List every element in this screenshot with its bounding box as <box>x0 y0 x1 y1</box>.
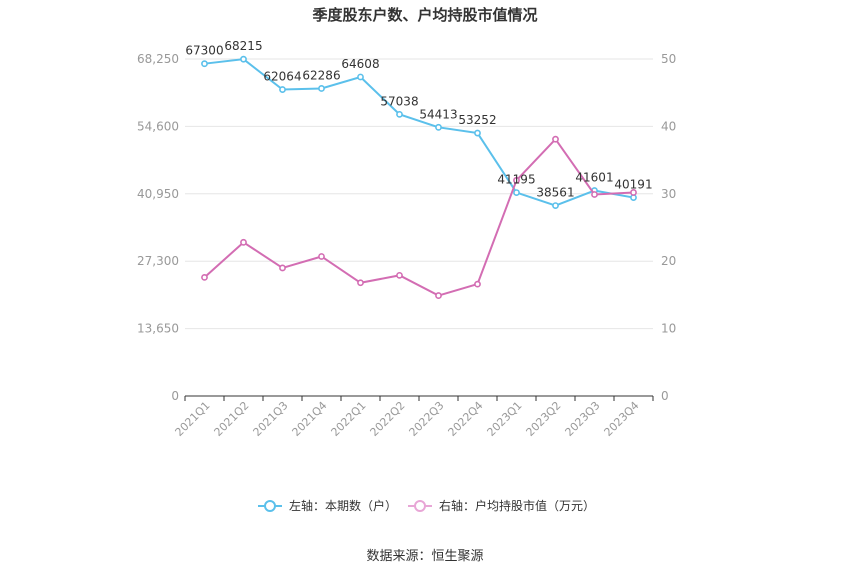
data-label: 62286 <box>302 68 340 82</box>
point-holders <box>474 129 481 137</box>
point-holders <box>513 189 520 196</box>
series-line-holders <box>204 58 634 207</box>
point-holders <box>357 73 364 81</box>
x-axis-ticks: 2021Q12021Q22021Q32021Q42022Q12022Q22022… <box>173 396 654 439</box>
point-avg-value <box>240 238 247 246</box>
x-tick-label: 2023Q2 <box>524 399 564 439</box>
point-avg-value <box>474 280 481 288</box>
point-avg-value <box>396 271 403 279</box>
point-holders <box>435 123 442 131</box>
x-tick-label: 2021Q3 <box>251 399 291 439</box>
right-tick-label: 40 <box>661 119 676 133</box>
data-source: 数据来源：恒生聚源 <box>366 549 483 564</box>
point-holders <box>279 86 286 93</box>
x-tick-label: 2022Q3 <box>407 399 447 439</box>
chart-title: 季度股东户数、户均持股市值情况 <box>312 6 537 24</box>
data-label: 54413 <box>419 107 457 121</box>
data-label: 41601 <box>575 171 613 185</box>
x-tick-label: 2023Q4 <box>602 399 642 439</box>
right-tick-label: 20 <box>661 254 676 268</box>
point-holders <box>240 55 247 63</box>
x-tick-label: 2022Q2 <box>368 399 408 439</box>
x-tick-label: 2021Q2 <box>212 399 252 439</box>
point-holders <box>396 110 403 118</box>
left-tick-label: 0 <box>171 389 179 403</box>
left-tick-label: 13,650 <box>137 322 179 336</box>
x-tick-label: 2023Q3 <box>563 399 603 439</box>
point-avg-value <box>201 273 208 281</box>
point-avg-value <box>552 135 559 143</box>
data-label: 68215 <box>224 39 262 53</box>
legend: 左轴：本期数（户） 右轴：户均持股市值（万元） <box>258 498 595 513</box>
x-tick-label: 2021Q4 <box>290 399 330 439</box>
series-line-avg-value <box>203 137 634 297</box>
data-label: 64608 <box>341 57 379 71</box>
left-tick-label: 54,600 <box>137 119 179 133</box>
point-avg-value <box>435 292 442 299</box>
data-label: 38561 <box>536 186 574 200</box>
point-avg-value <box>279 264 286 272</box>
right-axis-ticks: 0 10 20 30 40 50 <box>661 52 676 403</box>
grid-lines <box>185 58 653 330</box>
left-tick-label: 68,250 <box>137 52 179 66</box>
left-axis-ticks: 0 13,650 27,300 40,950 54,600 68,250 <box>137 52 179 403</box>
right-tick-label: 10 <box>661 322 676 336</box>
point-avg-value <box>591 191 598 198</box>
legend-label-left-series: 左轴：本期数（户） <box>289 498 397 513</box>
legend-item-left-series[interactable]: 左轴：本期数（户） <box>258 498 397 513</box>
point-avg-value <box>513 176 520 184</box>
x-tick-label: 2023Q1 <box>485 399 525 439</box>
point-holders <box>318 85 325 92</box>
left-tick-label: 27,300 <box>137 254 179 268</box>
data-label: 41195 <box>497 173 535 187</box>
data-label: 57038 <box>380 94 418 108</box>
legend-label-right-series: 右轴：户均持股市值（万元） <box>439 498 595 513</box>
right-tick-label: 0 <box>661 389 669 403</box>
data-label: 40191 <box>614 178 652 192</box>
data-label: 53252 <box>458 113 496 127</box>
series-layer <box>201 55 637 299</box>
point-holders <box>552 202 559 209</box>
right-tick-label: 50 <box>661 52 676 66</box>
x-tick-label: 2022Q1 <box>329 399 369 439</box>
point-holders <box>201 60 208 68</box>
x-tick-label: 2022Q4 <box>446 399 486 439</box>
point-avg-value <box>318 253 325 260</box>
x-tick-label: 2021Q1 <box>173 399 213 439</box>
right-tick-label: 30 <box>661 187 676 201</box>
legend-item-right-series[interactable]: 右轴：户均持股市值（万元） <box>408 498 595 513</box>
data-label: 62064 <box>263 70 301 84</box>
point-avg-value <box>357 279 364 287</box>
left-tick-label: 40,950 <box>137 187 179 201</box>
point-avg-value <box>630 189 637 196</box>
data-label: 67300 <box>185 44 223 58</box>
